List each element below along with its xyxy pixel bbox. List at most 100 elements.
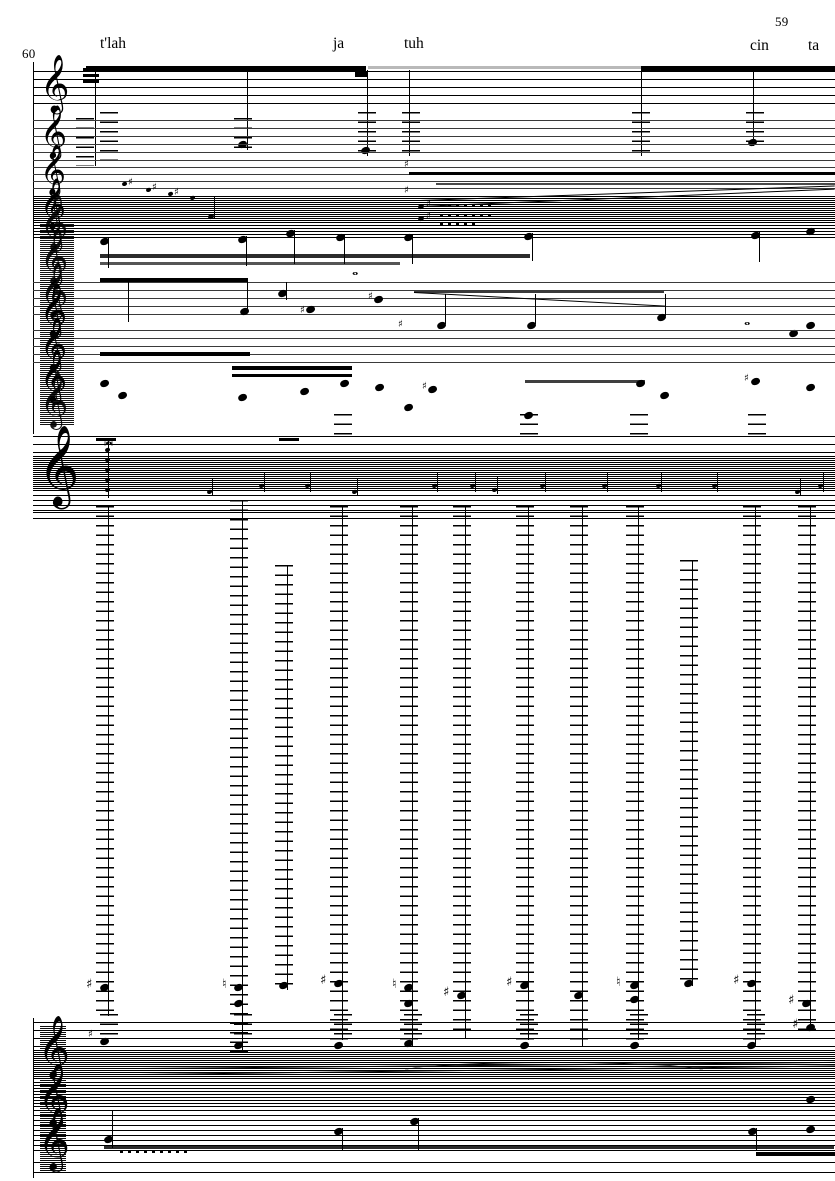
beam bbox=[409, 172, 835, 175]
staff-line bbox=[33, 79, 835, 80]
staff-line bbox=[33, 338, 835, 339]
staff-line bbox=[33, 188, 835, 189]
stem bbox=[409, 70, 410, 156]
ledger-lines bbox=[334, 1014, 352, 1040]
staff-line bbox=[33, 1038, 835, 1039]
staff-line bbox=[33, 1022, 835, 1023]
stem bbox=[95, 70, 96, 166]
staff-line bbox=[33, 181, 835, 182]
stem bbox=[357, 478, 358, 496]
stem bbox=[367, 70, 368, 156]
staff-line bbox=[33, 136, 835, 137]
compressed-staff-band bbox=[33, 1082, 835, 1108]
sharp-accidental: ♯ bbox=[404, 185, 409, 196]
staff-line bbox=[33, 152, 835, 153]
beam bbox=[756, 1152, 835, 1156]
clef-stack-ink bbox=[40, 196, 74, 426]
ledger-lines bbox=[76, 118, 94, 166]
slur bbox=[404, 1062, 704, 1071]
staff-line bbox=[33, 167, 835, 168]
notehead bbox=[746, 1040, 757, 1050]
stem bbox=[437, 472, 438, 492]
eighth-rest: 𝅝 bbox=[352, 260, 359, 279]
stem bbox=[823, 472, 824, 492]
stem bbox=[532, 233, 533, 261]
beam bbox=[525, 380, 645, 383]
staff-line bbox=[33, 103, 835, 104]
ledger-lines bbox=[748, 414, 766, 436]
ledger-lines bbox=[404, 1014, 422, 1040]
eighth-rest: 𝅝 bbox=[744, 310, 751, 329]
beam bbox=[232, 374, 352, 377]
staff-line bbox=[33, 354, 835, 355]
clef-stack-ink bbox=[40, 1026, 66, 1174]
notehead bbox=[117, 390, 128, 400]
notehead bbox=[403, 402, 414, 412]
sharp-accidental: ♯ bbox=[152, 182, 157, 193]
sharp-accidental: ♯ bbox=[398, 319, 403, 330]
compressed-staff-band bbox=[33, 490, 835, 512]
beam bbox=[368, 66, 641, 69]
staff-line bbox=[33, 362, 835, 363]
staff-line bbox=[33, 518, 835, 519]
beam bbox=[413, 292, 666, 307]
staff-line bbox=[33, 346, 835, 347]
stem bbox=[759, 232, 760, 262]
notehead bbox=[805, 320, 816, 330]
ledger-lines bbox=[747, 1014, 765, 1040]
ledger-lines bbox=[520, 414, 538, 436]
beam bbox=[414, 290, 664, 293]
staff-line bbox=[33, 87, 835, 88]
staff-line bbox=[33, 314, 835, 315]
lyric-tuh: tuh bbox=[404, 35, 424, 52]
sharp-accidental: ♯ bbox=[788, 993, 795, 1008]
beam bbox=[100, 262, 400, 265]
notehead bbox=[805, 382, 816, 392]
notehead bbox=[519, 1040, 530, 1050]
treble-clef-icon: 𝄞 bbox=[38, 424, 80, 506]
lyric-ja: ja bbox=[333, 35, 345, 52]
stem bbox=[545, 472, 546, 492]
sharp-accidental: ♯ bbox=[128, 177, 133, 188]
sharp-accidental: ♯ bbox=[744, 373, 749, 384]
sharp-accidental: ♯ bbox=[300, 305, 305, 316]
staff-line bbox=[33, 160, 835, 161]
ledger-lines bbox=[630, 414, 648, 436]
staff-line bbox=[33, 120, 835, 121]
notehead bbox=[750, 376, 761, 386]
sharp-accidental: ♯ bbox=[733, 973, 740, 988]
ledger-lines bbox=[520, 1014, 538, 1040]
notehead bbox=[333, 1040, 344, 1050]
beam bbox=[100, 278, 248, 282]
stem bbox=[247, 282, 248, 310]
stem bbox=[264, 472, 265, 492]
flag bbox=[83, 74, 99, 77]
sharp-accidental: ♯ bbox=[426, 199, 431, 210]
stem bbox=[108, 238, 109, 268]
notehead bbox=[99, 378, 110, 388]
sharp-accidental: ♯ bbox=[368, 291, 373, 302]
staff-line bbox=[33, 452, 835, 453]
stem bbox=[445, 294, 446, 324]
staff-line bbox=[33, 444, 835, 445]
sharp-accidental: ♯ bbox=[86, 977, 93, 992]
stem bbox=[310, 472, 311, 492]
sharp-accidental: ♯ bbox=[88, 1029, 93, 1040]
notehead bbox=[121, 181, 128, 187]
treble-clef-icon: 𝄞 bbox=[38, 1063, 70, 1126]
staff-line bbox=[33, 95, 835, 96]
ledger-lines bbox=[100, 1014, 118, 1040]
treble-clef-icon: 𝄞 bbox=[40, 262, 69, 318]
beam bbox=[86, 66, 366, 71]
beam bbox=[104, 1146, 834, 1149]
lyric-cin: cin bbox=[750, 37, 769, 54]
stem bbox=[607, 472, 608, 492]
staff-line bbox=[33, 512, 835, 513]
beam bbox=[100, 254, 530, 258]
treble-clef-icon: 𝄞 bbox=[40, 194, 69, 250]
notehead bbox=[373, 294, 384, 304]
sharp-accidental: ♯ bbox=[422, 381, 427, 392]
tremolo-dots bbox=[120, 1150, 192, 1153]
notehead bbox=[99, 1036, 110, 1046]
